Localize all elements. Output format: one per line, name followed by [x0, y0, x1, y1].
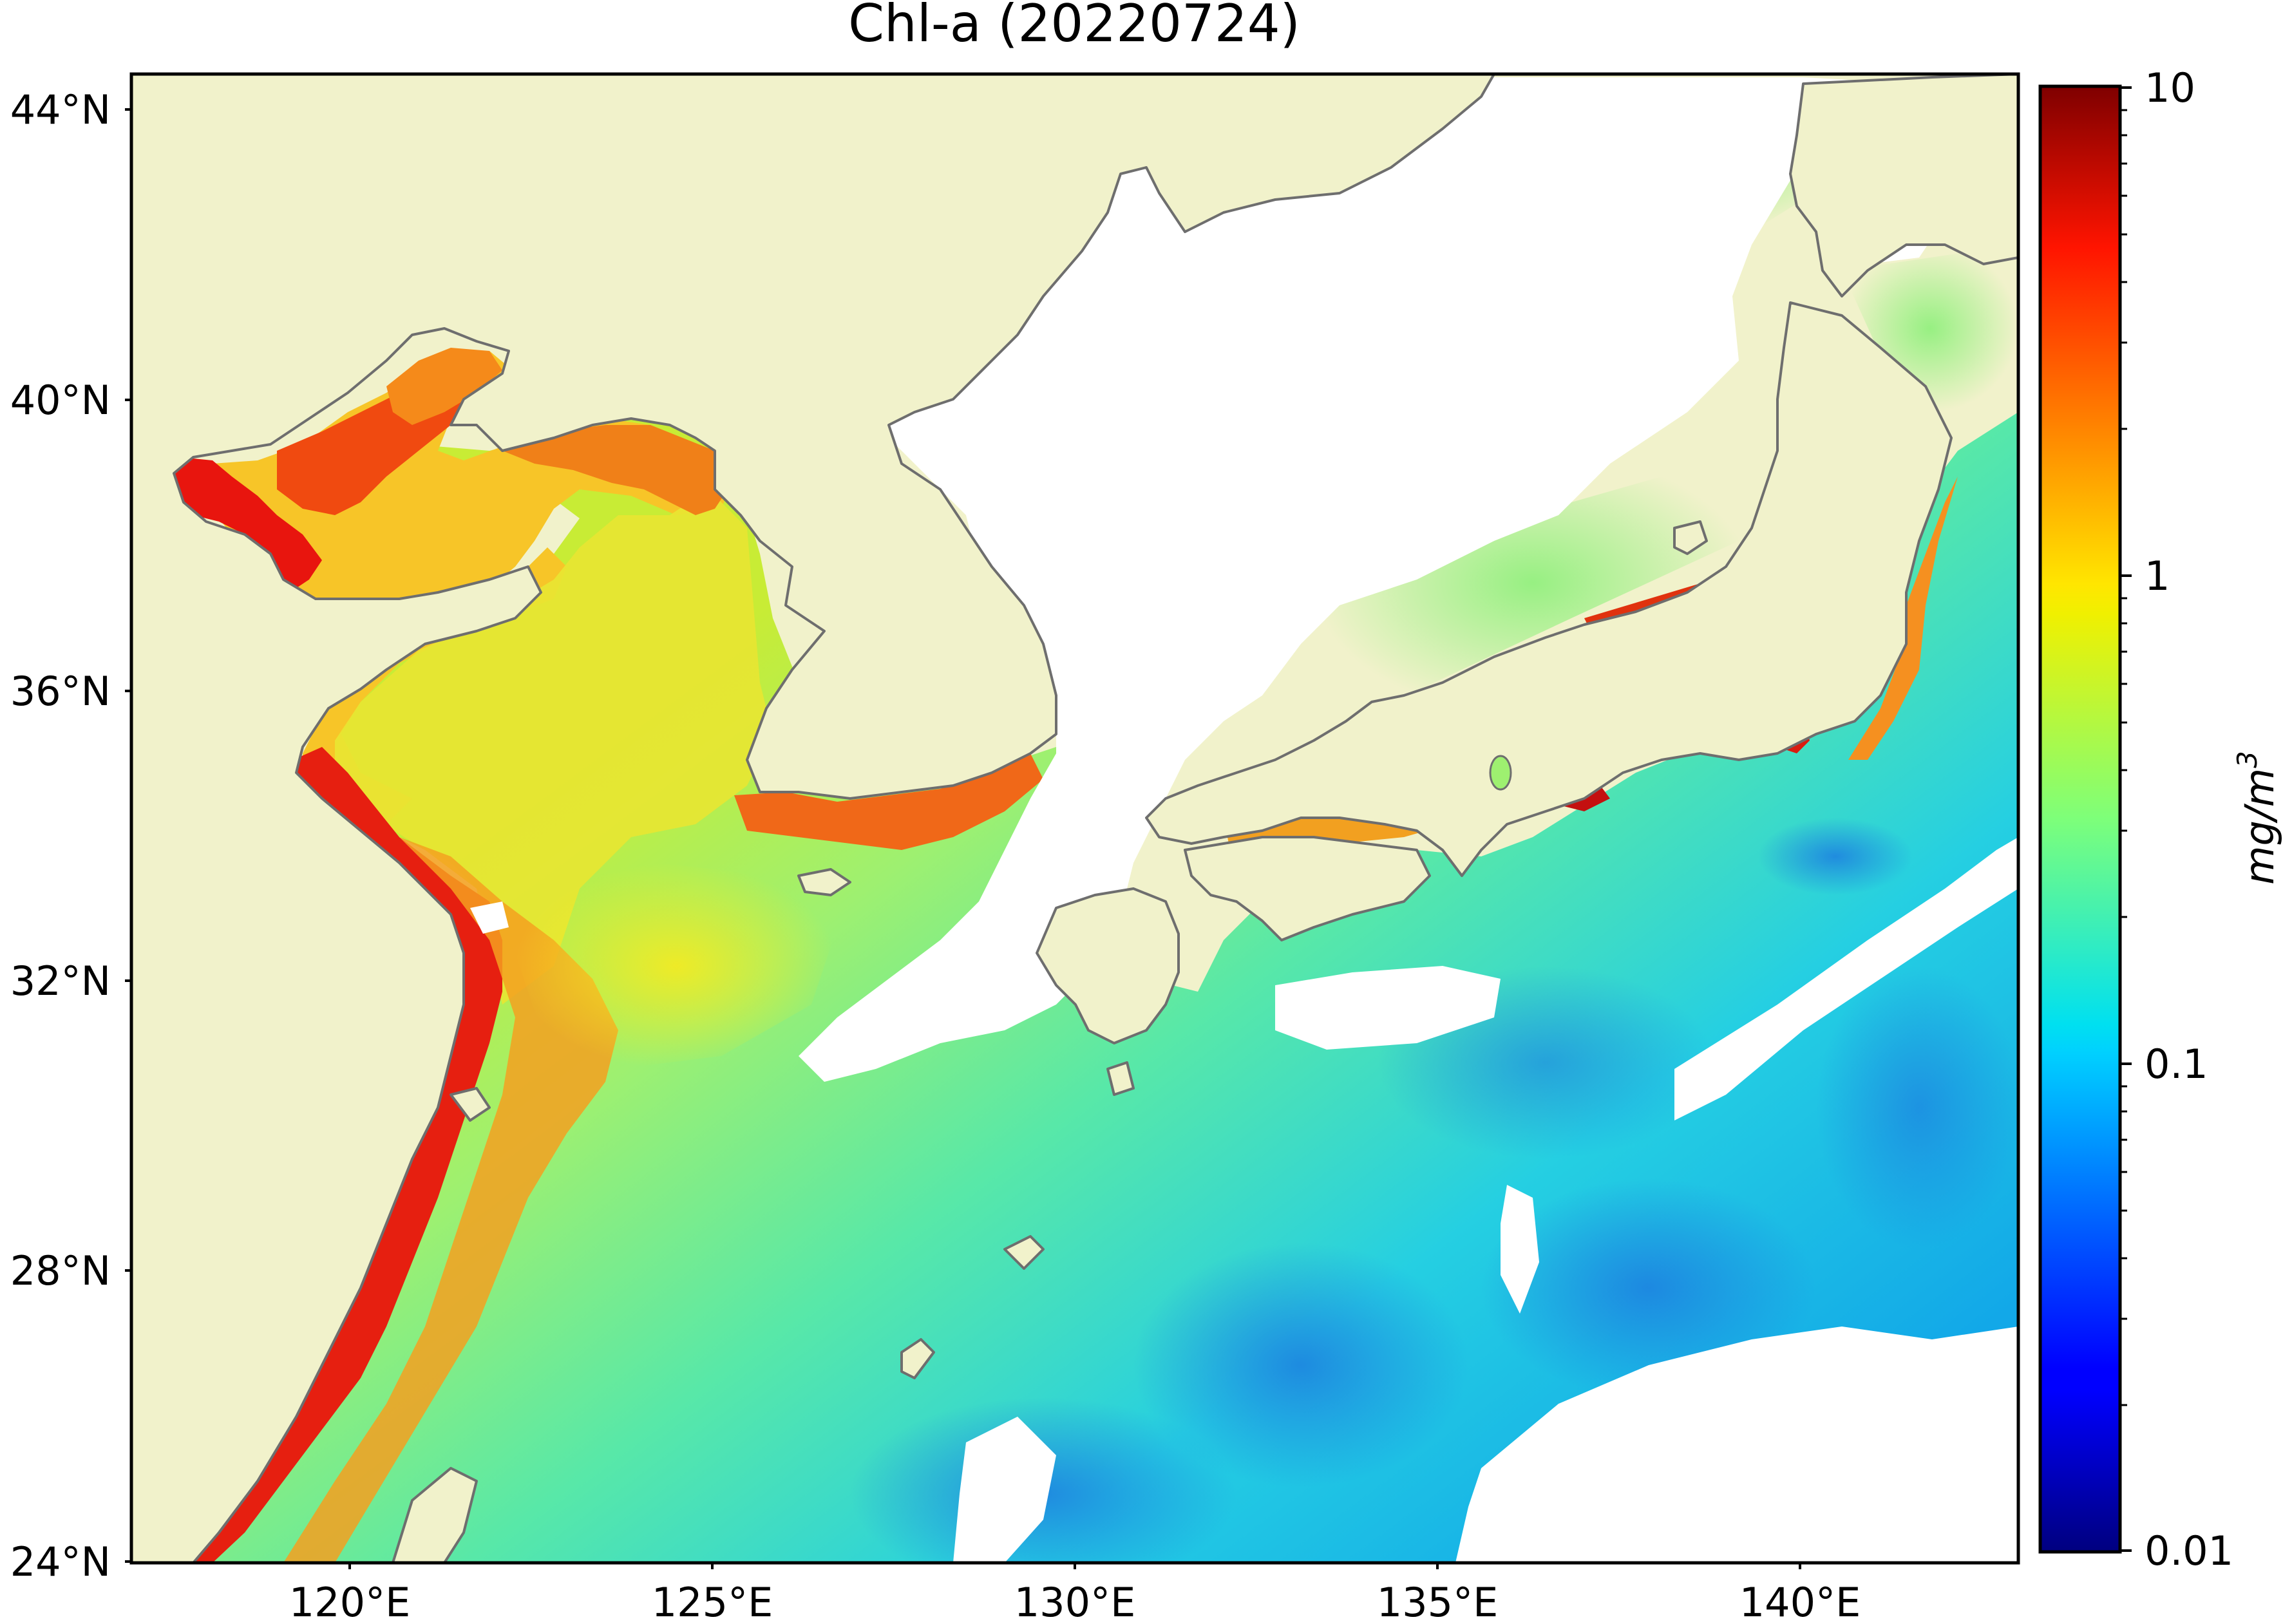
sea-of-japan-green-5 — [1842, 245, 2018, 412]
land-okinawa — [900, 1338, 935, 1379]
colorbar-unit-label: mg/m3 — [2231, 751, 2283, 885]
land-taiwan — [392, 1467, 478, 1563]
colorbar-tick-label: 0.01 — [2145, 1527, 2233, 1574]
lon-tick-label: 120°E — [289, 1579, 411, 1624]
sea-of-japan-green-4 — [1314, 451, 1752, 715]
land-china-korea-main — [131, 74, 1495, 1563]
lat-tick-label: 28°N — [10, 1247, 111, 1294]
lon-tick-label: 140°E — [1739, 1579, 1861, 1624]
colorbar-gradient — [2038, 84, 2122, 1554]
land-zhoushan — [450, 1087, 491, 1122]
pacific-eddy-3 — [1481, 1178, 1816, 1397]
land-shandong-gap — [303, 599, 412, 708]
coastal-high-chl-band — [174, 458, 322, 592]
pacific-eddy-4 — [1758, 818, 1913, 895]
land-shikoku — [1184, 836, 1431, 941]
land-tanegashima — [1106, 1061, 1135, 1096]
colorbar: 10 1 0.1 0.01 mg/m3 — [2038, 64, 2283, 1574]
lat-tick-label: 36°N — [10, 668, 111, 715]
lon-tick-label: 130°E — [1014, 1579, 1136, 1624]
unit-exponent: 3 — [2231, 751, 2263, 768]
yellow-sea-water — [335, 489, 773, 1005]
lake-biwa — [1489, 755, 1512, 791]
lat-tick-label: 32°N — [10, 958, 111, 1005]
jiangsu-coastal-red — [193, 747, 502, 1563]
colorbar-minor-ticks — [2120, 109, 2127, 1406]
land-sado — [1673, 520, 1708, 555]
land-hokkaido — [1789, 74, 2018, 297]
yangtze-estuary-orange — [283, 837, 618, 1563]
land-masses — [131, 74, 2018, 1563]
korea-bay-orange — [502, 425, 728, 515]
pacific-coast-orange — [1848, 477, 1958, 760]
lon-axis: 120°E 125°E 130°E 135°E 140°E — [289, 1563, 1861, 1624]
land-honshu — [1145, 301, 1953, 877]
unit-mg: mg/m — [2236, 768, 2283, 885]
lon-tick-label: 125°E — [652, 1579, 773, 1624]
lat-axis: 44°N 40°N 36°N 32°N 28°N 24°N — [10, 86, 131, 1585]
map-panel — [131, 74, 2018, 1563]
lon-tick-label: 135°E — [1377, 1579, 1499, 1624]
cloud-korea-sea-of-japan — [799, 77, 1932, 1082]
colorbar-tick-label: 10 — [2145, 64, 2195, 111]
cloud-shanghai-spot — [470, 902, 509, 934]
liaodong-orange-patch — [386, 348, 502, 425]
colorbar-tick-label: 1 — [2145, 552, 2170, 600]
colorbar-tick-label: 0.1 — [2145, 1041, 2208, 1088]
lat-tick-label: 24°N — [10, 1538, 111, 1585]
lat-tick-label: 44°N — [10, 86, 111, 133]
pacific-eddy-1 — [1133, 1243, 1468, 1487]
cloud-south-pacific — [953, 1417, 1056, 1563]
land-jeju — [797, 868, 851, 896]
cloud-east-strip — [1501, 1185, 1539, 1314]
chart-title: Chl-a (20220724) — [848, 0, 1300, 53]
pacific-eddy-6 — [1816, 966, 2018, 1249]
korea-south-coast-orange — [734, 753, 1043, 850]
cloud-shikoku-south — [1275, 966, 1501, 1050]
lat-tick-label: 40°N — [10, 377, 111, 424]
land-kyushu — [1036, 887, 1180, 1044]
cloud-southeast — [1455, 1327, 2018, 1563]
east-china-sea-yellow — [515, 863, 837, 1069]
land-amami — [1003, 1235, 1045, 1270]
cloud-pacific-band — [1674, 837, 2018, 1120]
